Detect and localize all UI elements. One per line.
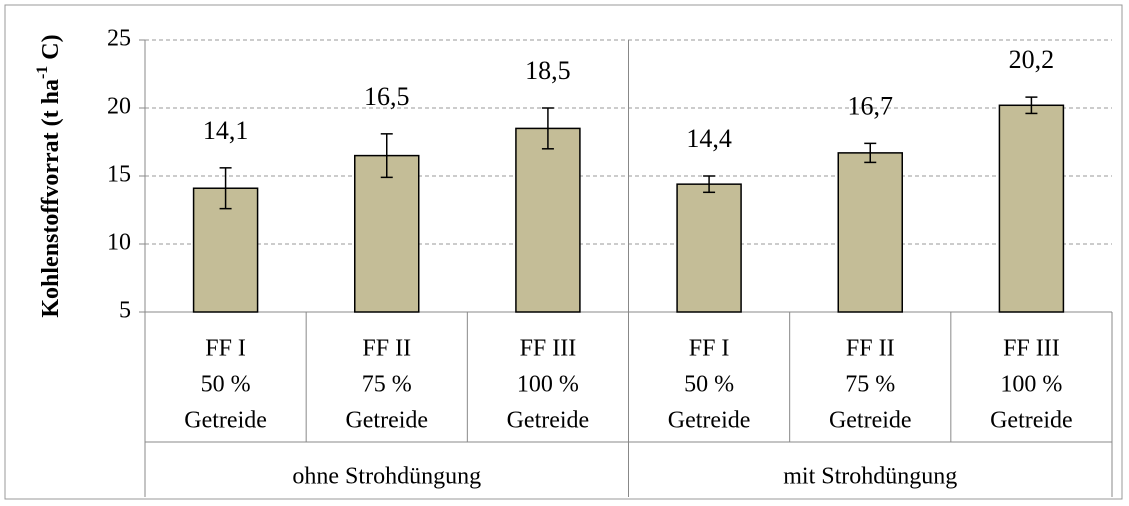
bar (515, 127, 581, 313)
x-tick-label: FF I (205, 336, 246, 362)
x-tick-label: FF II (846, 336, 895, 362)
y-axis-title-part: Kohlenstoffvorrat (t ha (38, 79, 64, 318)
x-tick-label: FF III (520, 336, 577, 362)
x-tick-label: 100 % (1000, 372, 1062, 398)
value-label: 16,7 (848, 91, 894, 120)
y-tick-label: 10 (107, 230, 131, 256)
y-tick-label: 20 (107, 94, 131, 120)
x-tick-label: 50 % (684, 372, 734, 398)
x-tick-label: FF II (362, 336, 411, 362)
bar (354, 154, 420, 313)
x-tick-label: Getreide (345, 408, 428, 434)
y-axis-title: Kohlenstoffvorrat (t ha-1 C) (34, 34, 64, 317)
y-axis-title-sup: -1 (34, 66, 51, 79)
x-tick-label: Getreide (507, 408, 590, 434)
x-tick-label: 100 % (517, 372, 579, 398)
y-tick-label: 5 (119, 298, 131, 324)
value-label: 18,5 (525, 56, 571, 85)
x-tick-label: FF I (689, 336, 730, 362)
group-label: ohne Strohdüngung (292, 464, 481, 490)
bar (676, 183, 742, 313)
x-tick-label: Getreide (184, 408, 267, 434)
value-label: 20,2 (1009, 45, 1055, 74)
y-tick-label: 25 (107, 26, 131, 52)
value-label: 14,4 (686, 124, 732, 153)
x-tick-label: Getreide (829, 408, 912, 434)
x-tick-label: Getreide (668, 408, 751, 434)
group-label: mit Strohdüngung (783, 464, 957, 490)
bar (837, 152, 903, 313)
value-label: 14,1 (203, 116, 249, 145)
x-tick-label: FF III (1003, 336, 1060, 362)
x-tick-label: 75 % (362, 372, 412, 398)
y-axis-title-part: C) (38, 34, 64, 65)
y-tick-label: 15 (107, 162, 131, 188)
x-tick-label: Getreide (990, 408, 1073, 434)
x-tick-label: 50 % (201, 372, 251, 398)
bar (998, 104, 1065, 313)
value-label: 16,5 (364, 82, 410, 111)
x-tick-label: 75 % (845, 372, 895, 398)
